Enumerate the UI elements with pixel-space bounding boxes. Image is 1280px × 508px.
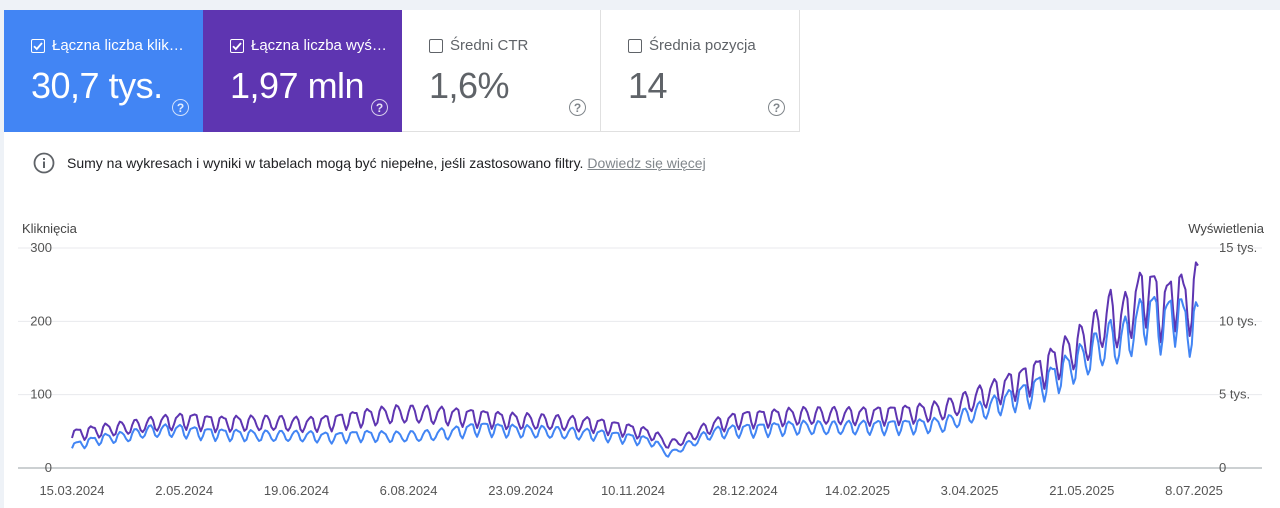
metric-card-position[interactable]: Średnia pozycja 14 ? [601,10,800,132]
series-line [71,261,1199,449]
y-tick-right: 5 tys. [1219,387,1250,402]
notice-text: Sumy na wykresach i wyniki w tabelach mo… [67,155,584,171]
metric-card-impressions[interactable]: Łączna liczba wyś… 1,97 mln ? [203,10,402,132]
y-tick-left: 300 [30,240,52,255]
metric-label: Średni CTR [450,37,529,54]
checkbox-unchecked-icon[interactable] [429,38,443,53]
x-tick: 23.09.2024 [488,483,553,498]
x-tick: 6.08.2024 [380,483,438,498]
y-tick-right: 10 tys. [1219,313,1257,328]
x-tick: 8.07.2025 [1165,483,1223,498]
checkbox-checked-icon[interactable] [31,38,45,53]
checkbox-checked-icon[interactable] [230,38,244,53]
x-tick: 28.12.2024 [713,483,778,498]
metric-card-ctr[interactable]: Średni CTR 1,6% ? [402,10,601,132]
help-icon[interactable]: ? [569,99,586,116]
metric-value: 1,97 mln [230,65,365,106]
series-line [71,295,1199,458]
y-axis-right-title: Wyświetlenia [1188,221,1265,236]
metric-value: 30,7 tys. [31,65,163,106]
x-tick: 19.06.2024 [264,483,329,498]
x-tick: 21.05.2025 [1049,483,1114,498]
help-icon[interactable]: ? [371,99,388,116]
y-tick-left: 200 [30,313,52,328]
learn-more-link[interactable]: Dowiedz się więcej [587,155,706,171]
help-icon[interactable]: ? [172,99,189,116]
x-tick: 2.05.2024 [155,483,213,498]
y-tick-left: 0 [45,460,52,475]
x-tick: 10.11.2024 [601,483,665,498]
metric-card-clicks[interactable]: Łączna liczba klik… 30,7 tys. ? [4,10,203,132]
help-icon[interactable]: ? [768,99,785,116]
y-axis-left-title: Kliknięcia [22,221,78,236]
y-tick-right: 0 [1219,460,1226,475]
metric-label: Łączna liczba wyś… [251,37,387,54]
x-tick: 3.04.2025 [941,483,999,498]
x-tick: 14.02.2025 [825,483,890,498]
info-icon [33,152,55,174]
y-tick-right: 15 tys. [1219,240,1257,255]
checkbox-unchecked-icon[interactable] [628,38,642,53]
filter-notice: Sumy na wykresach i wyniki w tabelach mo… [33,152,706,174]
metric-label: Średnia pozycja [649,37,756,54]
metric-label: Łączna liczba klik… [52,37,184,54]
metric-value: 1,6% [429,65,510,106]
y-tick-left: 100 [30,387,52,402]
x-tick: 15.03.2024 [39,483,104,498]
metric-value: 14 [628,65,668,106]
